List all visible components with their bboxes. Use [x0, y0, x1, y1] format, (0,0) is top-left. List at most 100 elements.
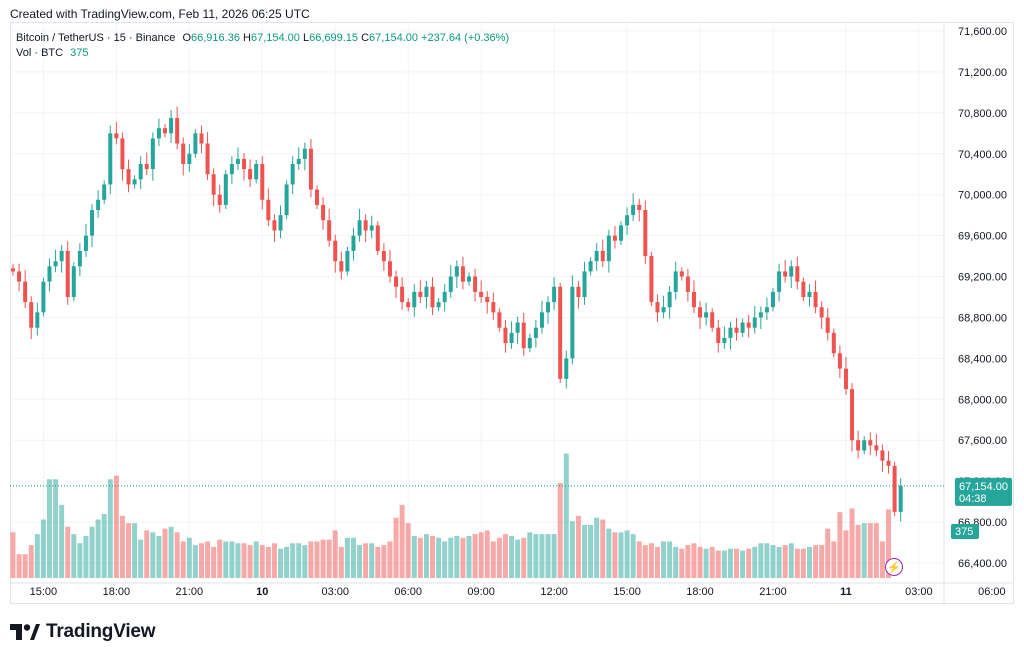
tradingview-logo-icon [10, 624, 40, 640]
volume-bar [843, 530, 849, 578]
volume-bar [600, 519, 606, 578]
volume-bar [582, 524, 588, 578]
volume-bar [448, 537, 454, 578]
volume-value: 375 [70, 47, 89, 59]
volume-bar [430, 535, 436, 578]
volume-bar [661, 541, 667, 578]
candle-body [831, 332, 836, 354]
lightning-icon[interactable]: ⚡ [885, 558, 903, 576]
volume-bar [703, 548, 709, 578]
volume-bar [454, 535, 460, 578]
volume-bar [320, 539, 326, 578]
candle-body [83, 235, 88, 251]
candle-body [108, 133, 113, 185]
candle-body [813, 291, 818, 308]
volume-bar [861, 523, 867, 578]
volume-bar [873, 523, 879, 578]
candle-body [163, 128, 167, 134]
candle-body [752, 317, 757, 328]
volume-bar [217, 539, 223, 578]
volume-bar [679, 548, 685, 578]
candle-body [497, 312, 502, 328]
volume-bar [229, 541, 235, 578]
volume-bar [466, 535, 472, 578]
candle-body [643, 210, 648, 257]
y-tick-label: 71,600.00 [958, 26, 1007, 38]
candle-body [65, 250, 70, 297]
volume-bar [308, 541, 314, 578]
y-tick-label: 69,600.00 [958, 231, 1007, 243]
candle-body [29, 302, 34, 328]
candle-body [807, 291, 812, 297]
candle-body [53, 261, 58, 267]
volume-bar [758, 543, 764, 578]
volume-legend[interactable]: Vol · BTC 375 [16, 47, 89, 59]
candle-body [467, 276, 471, 282]
volume-bar [119, 515, 125, 578]
volume-bar [271, 543, 277, 578]
candle-body [704, 312, 709, 318]
volume-bar [265, 546, 271, 578]
volume-bar [363, 543, 369, 578]
candle-body [47, 266, 52, 282]
candle-body [96, 199, 101, 211]
volume-bar [211, 546, 217, 578]
candle-body [564, 358, 569, 379]
candle-body [825, 317, 830, 333]
volume-bar [612, 532, 618, 578]
y-tick-label: 67,600.00 [958, 435, 1007, 447]
symbol-legend[interactable]: Bitcoin / TetherUS · 15 · Binance O66,91… [16, 32, 509, 44]
candle-body [144, 164, 149, 170]
volume-bar [107, 479, 113, 578]
candle-body [473, 276, 478, 292]
candle-body [649, 256, 654, 303]
volume-bar [727, 548, 733, 578]
candle-body [315, 189, 319, 205]
volume-bar [569, 521, 575, 578]
volume-bar [460, 537, 466, 578]
volume-bar [198, 543, 204, 578]
candle-body [126, 169, 131, 185]
candle-body [114, 133, 119, 139]
volume-bar [642, 545, 648, 578]
candle-body [302, 148, 307, 159]
volume-bar [557, 482, 563, 578]
last-price-label: 67,154.00 [959, 481, 1008, 493]
volume-bar [734, 548, 740, 578]
volume-bar [247, 545, 253, 578]
candle-body [169, 117, 174, 134]
volume-bar [539, 534, 545, 578]
candle-body [333, 240, 338, 262]
tradingview-footer[interactable]: TradingView [10, 620, 156, 644]
tradingview-brand: TradingView [46, 621, 156, 642]
volume-bar [113, 475, 119, 578]
x-tick-label: 12:00 [540, 586, 568, 598]
candle-body [278, 215, 283, 231]
chart-frame [10, 22, 1014, 604]
volume-bar [423, 534, 429, 578]
x-tick-label: 18:00 [686, 586, 714, 598]
candle-body [625, 215, 630, 226]
volume-bar [813, 545, 819, 578]
volume-bar [192, 545, 198, 578]
symbol-name: Bitcoin / TetherUS · 15 · Binance [16, 32, 176, 44]
candle-body [260, 164, 265, 200]
volume-bar [770, 545, 776, 578]
volume-bar [825, 528, 831, 578]
volume-bar [867, 523, 873, 578]
y-tick-label: 68,400.00 [958, 353, 1007, 365]
candle-body [862, 440, 867, 451]
volume-bar [594, 517, 600, 578]
volume-bar [472, 534, 478, 578]
volume-bar [436, 537, 442, 578]
candle-body [138, 164, 143, 180]
volume-bar [369, 543, 375, 578]
y-tick-label: 71,200.00 [958, 67, 1007, 79]
volume-bar [776, 546, 782, 578]
volume-bar [533, 534, 539, 578]
volume-bar [697, 546, 703, 578]
volume-bar [16, 554, 22, 578]
candle-body [722, 337, 727, 344]
candle-body [150, 138, 155, 170]
